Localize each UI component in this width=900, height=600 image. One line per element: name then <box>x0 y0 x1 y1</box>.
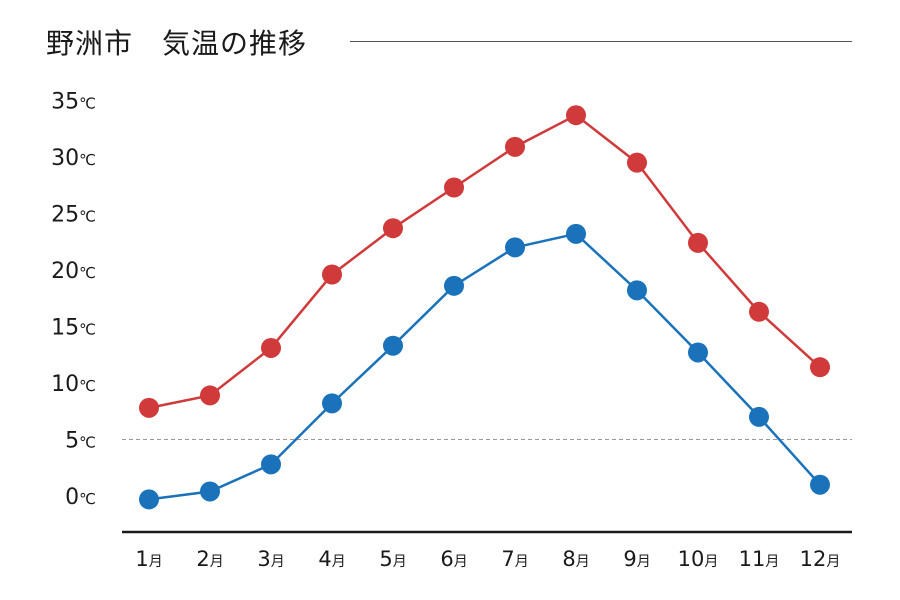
x-tick-label: 7月 <box>501 547 528 571</box>
y-tick-label: 0℃ <box>65 485 96 510</box>
data-point <box>261 337 281 358</box>
series-line-0 <box>148 113 821 410</box>
data-point <box>383 218 403 239</box>
data-point <box>139 397 159 418</box>
data-point <box>200 385 220 406</box>
data-point <box>749 301 769 322</box>
data-point <box>810 357 830 378</box>
y-tick-label: 20℃ <box>51 259 96 284</box>
data-point <box>688 232 708 253</box>
data-point <box>627 152 647 173</box>
data-point <box>383 335 403 356</box>
data-point <box>810 474 830 495</box>
data-point <box>505 136 525 157</box>
y-tick-label: 10℃ <box>51 372 96 397</box>
data-point <box>688 342 708 363</box>
x-tick-label: 1月 <box>135 547 162 571</box>
x-tick-label: 6月 <box>440 547 467 571</box>
x-tick-label: 5月 <box>379 547 406 571</box>
x-tick-label: 4月 <box>318 547 345 571</box>
data-point <box>261 454 281 475</box>
y-tick-label: 5℃ <box>65 429 96 454</box>
data-point <box>200 481 220 502</box>
chart-title: 野洲市 気温の推移 <box>46 27 308 60</box>
x-tick-label: 9月 <box>623 547 650 571</box>
y-tick-label: 15℃ <box>51 316 96 341</box>
data-point <box>566 223 586 244</box>
data-point <box>139 489 159 510</box>
x-tick-label: 2月 <box>196 547 223 571</box>
data-point <box>322 393 342 414</box>
data-point <box>444 275 464 296</box>
x-tick-label: 11月 <box>739 547 780 571</box>
x-tick-label: 10月 <box>678 547 719 571</box>
data-point <box>444 177 464 198</box>
data-point <box>749 406 769 427</box>
x-tick-label: 8月 <box>562 547 589 571</box>
series-line-1 <box>148 232 821 501</box>
y-tick-label: 25℃ <box>51 203 96 228</box>
data-point <box>322 264 342 285</box>
y-tick-label: 35℃ <box>51 90 96 115</box>
title-rule <box>350 41 852 42</box>
y-tick-label: 30℃ <box>51 146 96 171</box>
data-point <box>505 237 525 258</box>
x-tick-label: 3月 <box>257 547 284 571</box>
x-tick-label: 12月 <box>800 547 841 571</box>
data-point <box>627 280 647 301</box>
data-point <box>566 105 586 126</box>
